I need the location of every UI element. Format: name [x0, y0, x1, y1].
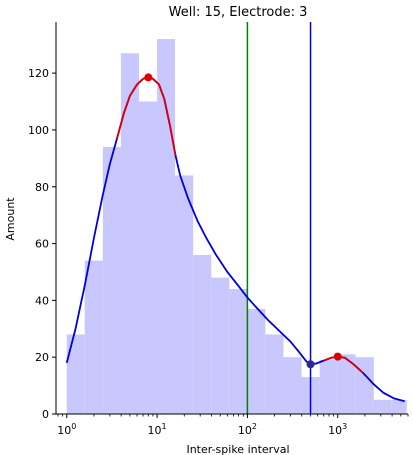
x-axis-ticks: 100 101 102 103 — [57, 414, 409, 437]
vertical-lines — [246, 22, 312, 414]
histogram-bar-0 — [66, 334, 85, 414]
histogram-bar-15 — [337, 354, 356, 414]
valley-marker-0 — [306, 360, 315, 369]
histogram-bar-16 — [355, 357, 374, 414]
y-tick-label-0: 0 — [42, 408, 49, 421]
y-tick-label-100: 100 — [28, 124, 49, 137]
x-tick-label-2: 102 — [238, 422, 257, 437]
histogram-bar-2 — [102, 146, 121, 414]
histogram-bar-7 — [193, 254, 212, 414]
histogram-bars — [66, 39, 407, 415]
histogram-bar-4 — [139, 101, 158, 415]
y-tick-label-20: 20 — [35, 351, 49, 364]
histogram-bar-11 — [265, 334, 284, 414]
y-axis-ticks: 0 20 40 60 80 100 120 — [28, 67, 56, 421]
histogram-bar-6 — [175, 175, 194, 414]
axes — [55, 22, 408, 415]
peak-marker-0 — [144, 73, 153, 82]
histogram-bar-18 — [391, 399, 407, 414]
peak-marker-1 — [333, 352, 342, 361]
chart-title: Well: 15, Electrode: 3 — [169, 5, 308, 20]
y-tick-label-40: 40 — [35, 294, 49, 307]
y-axis-label: Amount — [4, 197, 17, 241]
histogram-bar-8 — [211, 277, 230, 414]
y-tick-label-120: 120 — [28, 67, 49, 80]
histogram-bar-5 — [157, 39, 176, 414]
histogram-bar-3 — [120, 53, 140, 415]
histogram-bar-1 — [84, 260, 103, 414]
x-axis-label: Inter-spike interval — [186, 443, 289, 455]
histogram-bar-10 — [247, 308, 266, 414]
x-tick-label-1: 101 — [148, 422, 167, 437]
histogram-bar-14 — [319, 360, 338, 414]
curve-markers — [144, 73, 342, 369]
histogram-bar-17 — [373, 399, 392, 414]
x-tick-label-3: 103 — [328, 422, 347, 437]
x-tick-label-0: 100 — [57, 422, 76, 437]
y-tick-label-60: 60 — [35, 238, 49, 251]
histogram-bar-12 — [283, 357, 302, 414]
y-tick-label-80: 80 — [35, 181, 49, 194]
histogram-bar-9 — [229, 289, 248, 414]
